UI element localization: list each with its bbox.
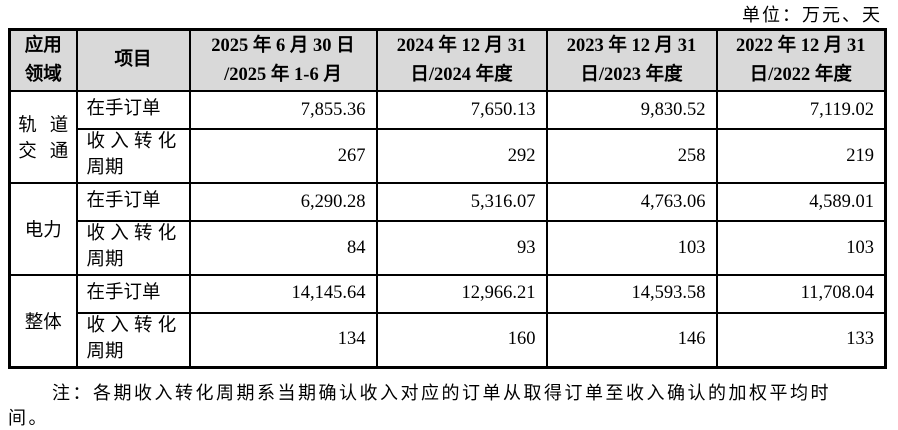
value-cell: 6,290.28: [188, 182, 378, 223]
area-label: 轨道交通: [18, 116, 69, 163]
value-cell: 146: [545, 311, 718, 369]
table-row: 收入转化周期 134 160 146 133: [10, 311, 887, 369]
value-cell: 103: [715, 220, 887, 276]
value-cell: 5,316.07: [375, 182, 548, 223]
table-row: 电力 在手订单 6,290.28 5,316.07 4,763.06 4,589…: [8, 182, 887, 276]
item-label: 收入转化周期: [86, 132, 177, 179]
item-cell: 在手订单: [75, 90, 191, 131]
item-cell: 在手订单: [75, 273, 191, 314]
value-cell: 9,830.52: [545, 90, 718, 131]
value-cell: 84: [188, 220, 378, 276]
header-period-2022: 2022 年 12 月 31 日/2022 年度: [715, 28, 887, 93]
item-cell: 收入转化周期: [75, 128, 191, 185]
value-cell: 219: [715, 128, 887, 185]
item-label: 收入转化周期: [86, 315, 177, 362]
area-rail-transit: 轨道交通: [8, 90, 78, 185]
item-label: 收入转化周期: [86, 224, 177, 271]
item-cell: 在手订单: [75, 182, 191, 223]
table-row: 轨道交通 在手订单 7,855.36 7,650.13 9,830.52 7,1…: [8, 90, 887, 185]
table-row: 收入转化周期 84 93 103 103: [10, 220, 887, 276]
value-cell: 7,650.13: [375, 90, 548, 131]
value-cell: 133: [715, 311, 887, 369]
value-cell: 103: [545, 220, 718, 276]
value-cell: 7,855.36: [188, 90, 378, 131]
header-period-2024: 2024 年 12 月 31 日/2024 年度: [375, 28, 548, 93]
value-cell: 14,593.58: [545, 273, 718, 314]
table-row: 整体 在手订单 14,145.64 12,966.21 14,593.58 11…: [8, 273, 887, 369]
value-cell: 134: [188, 311, 378, 369]
orders-table: 应用 领域 项目 2025 年 6 月 30 日 /2025 年 1-6 月 2…: [8, 28, 887, 369]
value-cell: 267: [188, 128, 378, 185]
footnote: 注：各期收入转化周期系当期确认收入对应的订单从取得订单至收入确认的加权平均时 间…: [8, 383, 831, 429]
area-label: 电力: [24, 221, 62, 242]
value-cell: 258: [545, 128, 718, 185]
area-overall: 整体: [8, 273, 78, 369]
header-period-2025: 2025 年 6 月 30 日 /2025 年 1-6 月: [188, 28, 378, 93]
header-period-2023: 2023 年 12 月 31 日/2023 年度: [545, 28, 718, 93]
unit-label: 单位：万元、天: [742, 5, 882, 25]
value-cell: 14,145.64: [188, 273, 378, 314]
item-cell: 收入转化周期: [75, 220, 191, 276]
value-cell: 93: [375, 220, 548, 276]
value-cell: 160: [375, 311, 548, 369]
area-label: 整体: [24, 312, 62, 333]
value-cell: 4,589.01: [715, 182, 887, 223]
item-cell: 收入转化周期: [75, 311, 191, 369]
header-item: 项目: [75, 28, 191, 93]
item-label: 在手订单: [86, 191, 161, 212]
value-cell: 292: [375, 128, 548, 185]
value-cell: 4,763.06: [545, 182, 718, 223]
table-header-row: 应用 领域 项目 2025 年 6 月 30 日 /2025 年 1-6 月 2…: [8, 28, 887, 93]
area-electric-power: 电力: [8, 182, 78, 276]
value-cell: 7,119.02: [715, 90, 887, 131]
value-cell: 12,966.21: [375, 273, 548, 314]
item-label: 在手订单: [86, 282, 161, 303]
table-row: 收入转化周期 267 292 258 219: [10, 128, 887, 185]
item-label: 在手订单: [86, 99, 161, 120]
header-application-area: 应用 领域: [8, 28, 78, 93]
value-cell: 11,708.04: [715, 273, 887, 314]
